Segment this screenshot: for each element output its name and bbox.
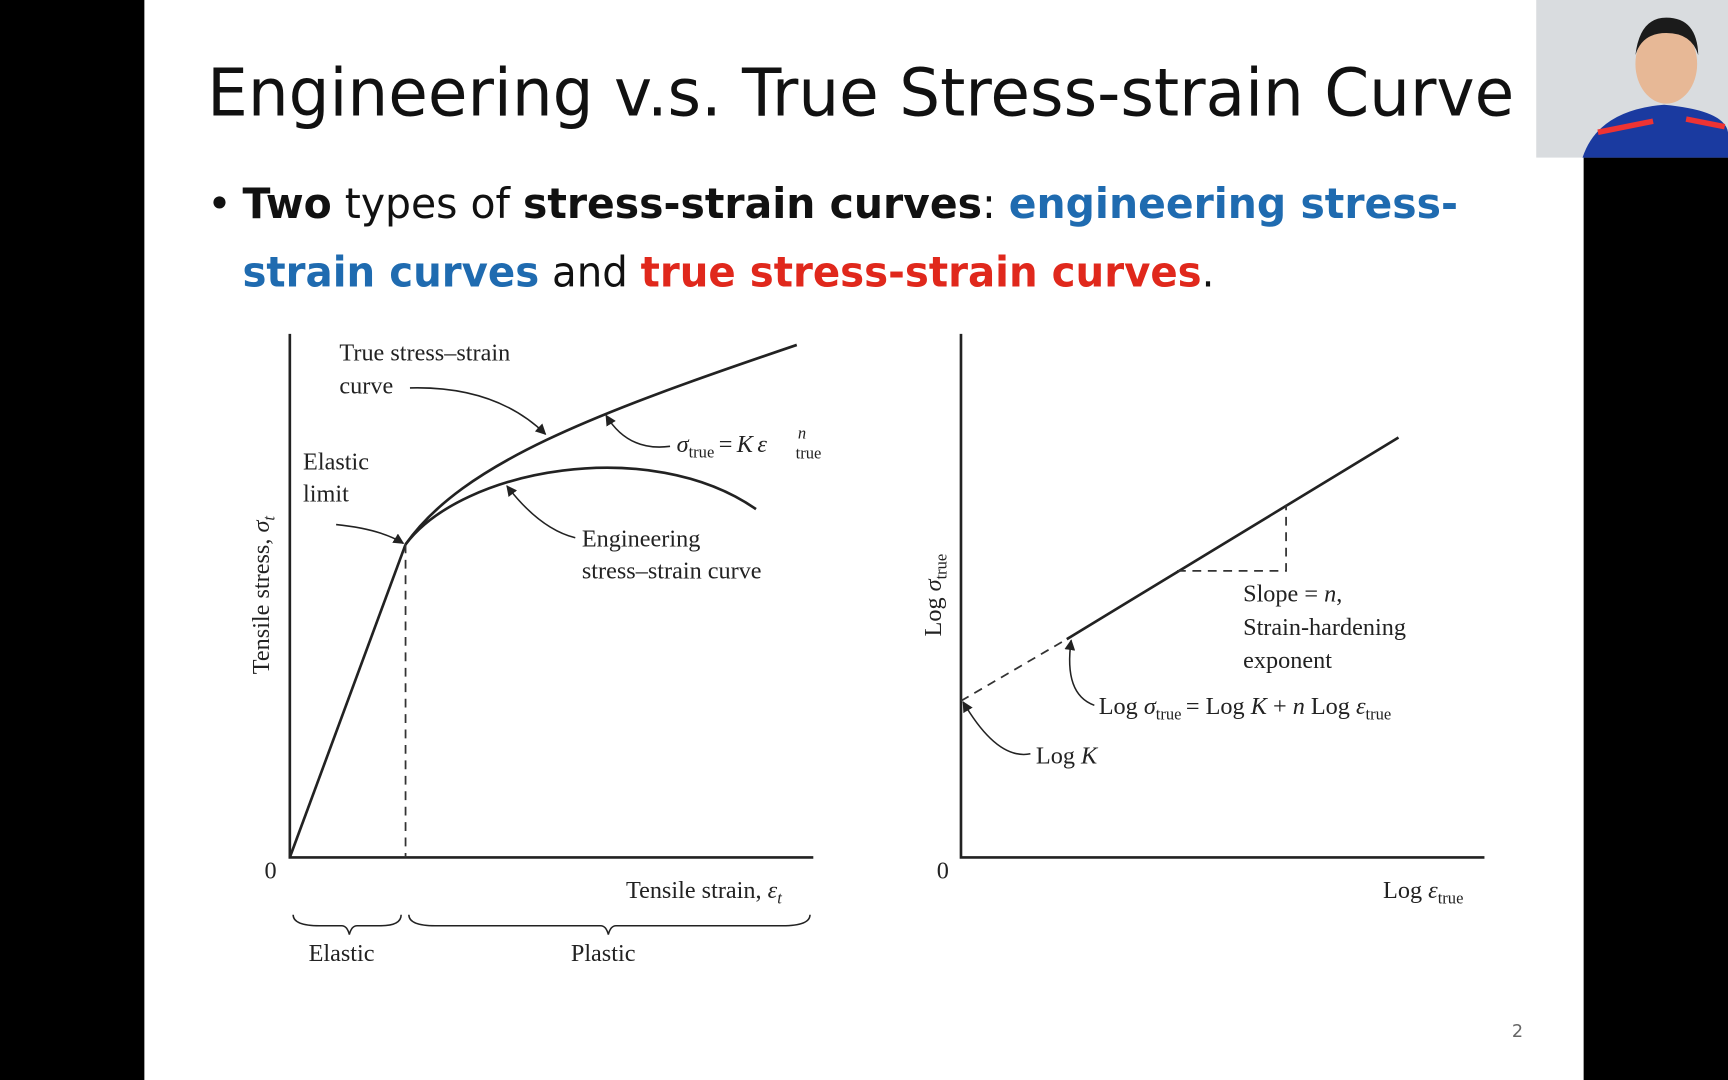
label-part: σ [248, 520, 275, 533]
origin: 0 [264, 857, 276, 884]
arrow [336, 523, 405, 544]
eq-part: = Log [1186, 693, 1245, 720]
arrow [409, 387, 547, 435]
bullet-text: strain curves [242, 248, 539, 297]
equation: Log σtrue = Log K + n Log εtrue [1099, 693, 1392, 724]
arrow [1064, 639, 1095, 707]
bullet-dot: • [207, 179, 232, 228]
label: Strain-hardening [1243, 614, 1406, 641]
label-part: Slope = [1243, 581, 1318, 608]
true-curve [404, 343, 798, 546]
y-axis-label: Log σtrue [920, 554, 951, 637]
eq-part: ε [757, 431, 767, 458]
log-line [1066, 436, 1400, 641]
bullet-text: true stress-strain curves [641, 248, 1202, 297]
bullet-text: and [552, 248, 628, 297]
label-part: Log [1383, 877, 1422, 904]
eq-part: Log [1311, 693, 1350, 720]
label-part: ε [768, 877, 778, 904]
label-part: ε [1428, 877, 1438, 904]
label-part: σ [920, 578, 947, 591]
x-axis-label: Tensile strain, εt [626, 877, 782, 908]
eq-part: σ [1144, 693, 1157, 720]
label: Log K [1036, 743, 1099, 770]
eq-part: true [689, 442, 715, 461]
arrow [506, 485, 576, 539]
dashed-line [960, 638, 1068, 702]
label: Engineering [582, 526, 700, 553]
webcam [1536, 0, 1728, 158]
right-diagram: Slope = n, Strain-hardening exponent Log… [920, 333, 1485, 908]
left-diagram: True stress–strain curve Elastic limit σ… [248, 333, 822, 967]
eq-part: K [1250, 693, 1269, 720]
label-part: true [1438, 889, 1464, 908]
label: Elastic [303, 448, 369, 475]
label: stress–strain curve [582, 558, 762, 585]
slide [144, 0, 1584, 1080]
label-part: Tensile strain, [626, 877, 762, 904]
region-label: Elastic [309, 940, 375, 967]
eq-part: ε [1356, 693, 1366, 720]
bullet-text: Two [242, 179, 331, 228]
slope-triangle [1176, 504, 1287, 572]
bullet-line: Two types of stress-strain curves: engin… [242, 179, 1458, 228]
slide-title: Engineering v.s. True Stress-strain Curv… [207, 55, 1514, 132]
y-axis-label: Tensile stress, σt [248, 516, 279, 675]
x-axis-label: Log εtrue [1383, 877, 1463, 908]
origin: 0 [937, 857, 949, 884]
arrow [962, 701, 1031, 756]
axes [959, 333, 1485, 859]
label: True stress–strain [339, 339, 510, 366]
eq-part: n [1293, 693, 1305, 720]
label: limit [303, 480, 349, 507]
eq-part: K [736, 431, 755, 458]
label-part: Log [920, 597, 947, 636]
label: exponent [1243, 647, 1332, 674]
label: curve [339, 372, 393, 399]
bullet-text: engineering stress- [1009, 179, 1458, 228]
bullet-text: stress-strain curves [523, 179, 982, 228]
eq-part: σ [677, 431, 690, 458]
eq-part: Log [1099, 693, 1138, 720]
eq-part: n [798, 424, 806, 443]
eq-part: true [1156, 705, 1182, 724]
eq-part: = [719, 431, 733, 458]
label-part: K [1080, 743, 1099, 770]
bullet-text: types of [345, 179, 511, 228]
brace [292, 914, 402, 935]
label-part: n [1324, 581, 1336, 608]
label-part: t [777, 889, 782, 908]
label-part: true [932, 554, 951, 580]
label-part: Tensile stress, [248, 539, 275, 675]
brace [408, 914, 811, 935]
eq-part: true [1366, 705, 1392, 724]
label-part: , [1336, 581, 1342, 608]
label-part: Log [1036, 743, 1075, 770]
bullet-line: strain curves and true stress-strain cur… [242, 248, 1214, 297]
region-label: Plastic [571, 940, 636, 967]
engineering-curve [404, 466, 757, 546]
page-number: 2 [1512, 1022, 1523, 1042]
label: Slope = n, [1243, 581, 1342, 608]
eq-part: + [1273, 693, 1287, 720]
arrow [605, 414, 671, 448]
bullet-text: . [1202, 248, 1215, 297]
bullet-text: : [982, 179, 996, 228]
elastic-line [288, 543, 407, 858]
eq-part: true [796, 443, 822, 462]
label-part: t [259, 516, 278, 521]
